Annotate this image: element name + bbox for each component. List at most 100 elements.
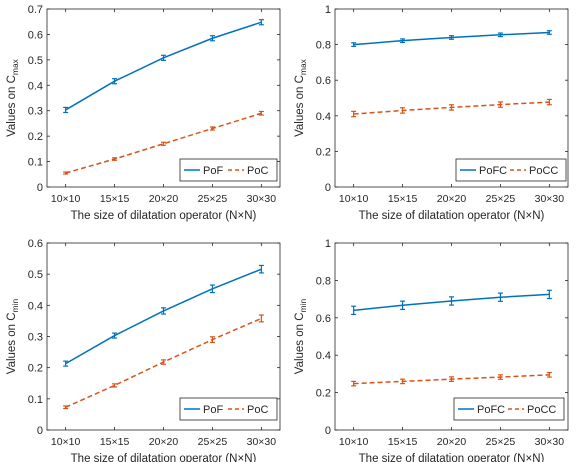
x-tick-label: 15×15 (388, 436, 418, 448)
x-axis-label: The size of dilatation operator (N×N) (71, 453, 257, 462)
x-tick-label: 10×10 (339, 436, 369, 448)
legend-label: PoC (247, 165, 268, 177)
y-tick-label: 0 (37, 182, 43, 194)
data-point-pof (161, 54, 166, 61)
x-tick-label: 25×25 (198, 436, 228, 448)
data-point-pocc (351, 380, 357, 387)
data-point-pof (209, 35, 215, 42)
x-axis-label: The size of dilatation operator (N×N) (71, 210, 257, 222)
legend: PoFC PoCC (455, 158, 567, 182)
data-point-pof (161, 307, 166, 315)
data-point-pofc (400, 38, 406, 44)
data-point-poc (112, 157, 118, 161)
legend: PoF PoC (179, 158, 278, 182)
y-tick-label: 0.2 (28, 131, 43, 143)
data-point-pof (112, 332, 118, 339)
y-tick-label: 0.6 (316, 75, 331, 87)
data-point-pofc (546, 30, 552, 35)
data-point-pocc (497, 374, 503, 380)
x-tick-label: 10×10 (51, 193, 81, 205)
y-tick-label: 0.1 (28, 394, 43, 406)
data-point-pofc (351, 305, 357, 316)
data-point-poc (209, 126, 215, 131)
x-tick-label: 20×20 (149, 193, 179, 205)
data-point-poc (161, 359, 166, 365)
data-point-pof (63, 106, 69, 114)
x-tick-label: 15×15 (388, 193, 418, 205)
chart-panel-4: 0 0.2 0.4 0.6 0.8 1 10×10 15×15 20×20 25×25 30×30 T… (294, 238, 569, 462)
series-line-pof (65, 21, 262, 111)
y-tick-label: 0.6 (28, 238, 43, 250)
x-tick-label: 30×30 (247, 436, 277, 448)
y-tick-label: 0.3 (28, 106, 43, 118)
series-line-poc (65, 112, 262, 174)
data-point-pocc (449, 376, 454, 382)
data-point-pofc (497, 292, 503, 302)
x-axis-label: The size of dilatation operator (N×N) (359, 453, 545, 462)
y-tick-label: 0.8 (316, 40, 331, 52)
x-tick-label: 30×30 (535, 193, 565, 205)
x-tick-label: 20×20 (149, 436, 179, 448)
data-point-poc (112, 383, 118, 388)
x-axis-label: The size of dilatation operator (N×N) (359, 210, 545, 222)
y-tick-label: 0 (325, 182, 331, 194)
y-tick-label: 0.2 (28, 363, 43, 375)
y-tick-label: 0.4 (316, 111, 331, 123)
x-tick-label: 15×15 (100, 193, 130, 205)
y-tick-label: 0.4 (28, 300, 43, 312)
x-tick-label: 20×20 (437, 193, 467, 205)
y-axis-label: Values on Cmax (294, 58, 308, 137)
x-tick-label: 25×25 (486, 436, 516, 448)
y-tick-label: 0.8 (316, 275, 331, 287)
legend-label: PoFC (477, 404, 505, 416)
y-axis-label: Values on Cmax (6, 58, 20, 137)
y-tick-label: 0.3 (28, 332, 43, 344)
data-point-pocc (449, 104, 454, 111)
data-point-pofc (497, 32, 503, 38)
data-point-pofc (546, 289, 552, 300)
x-tick-label: 20×20 (437, 436, 467, 448)
y-tick-label: 0 (37, 425, 43, 437)
data-point-pof (112, 78, 118, 85)
data-point-pof (63, 360, 69, 367)
chart-panel-1: 0 0.1 0.2 0.3 0.4 0.5 0.6 0.7 10×10 15×15 20×20 25×… (6, 4, 281, 222)
x-tick-label: 10×10 (339, 193, 369, 205)
data-point-pof (209, 284, 215, 294)
y-axis-label: Values on Cmin (294, 298, 308, 374)
legend-label: PoCC (527, 404, 556, 416)
legend: PoF PoC (179, 397, 278, 421)
data-point-poc (209, 336, 215, 344)
x-tick-label: 30×30 (535, 436, 565, 448)
data-point-pocc (497, 101, 503, 108)
legend: PoFC PoCC (453, 397, 565, 421)
data-point-pocc (351, 110, 357, 118)
data-point-poc (258, 110, 264, 116)
chart-panel-3: 0 0.1 0.2 0.3 0.4 0.5 0.6 10×10 15×15 20×20 25×25 3… (6, 238, 281, 462)
data-point-poc (161, 141, 166, 146)
data-point-pocc (546, 371, 552, 378)
data-point-pofc (400, 300, 406, 310)
data-point-pofc (449, 35, 454, 40)
x-tick-label: 15×15 (100, 436, 130, 448)
y-tick-label: 0.6 (28, 29, 43, 41)
y-tick-label: 0.5 (28, 269, 43, 281)
y-tick-label: 0 (325, 425, 331, 437)
x-tick-label: 25×25 (486, 193, 516, 205)
legend-label: PoFC (479, 165, 507, 177)
data-point-pocc (400, 107, 406, 114)
legend-label: PoC (247, 404, 268, 416)
legend-label: PoCC (529, 165, 558, 177)
y-tick-label: 1 (325, 4, 331, 16)
y-tick-label: 0.6 (316, 313, 331, 325)
data-point-pof (258, 19, 264, 26)
data-point-poc (63, 405, 69, 410)
legend-label: PoF (203, 165, 223, 177)
series-line-pof (65, 268, 262, 365)
y-tick-label: 0.5 (28, 55, 43, 67)
data-point-pofc (449, 296, 454, 306)
data-point-pocc (546, 98, 552, 106)
y-tick-label: 0.7 (28, 4, 43, 16)
y-tick-label: 0.1 (28, 157, 43, 169)
y-tick-label: 0.2 (316, 146, 331, 158)
